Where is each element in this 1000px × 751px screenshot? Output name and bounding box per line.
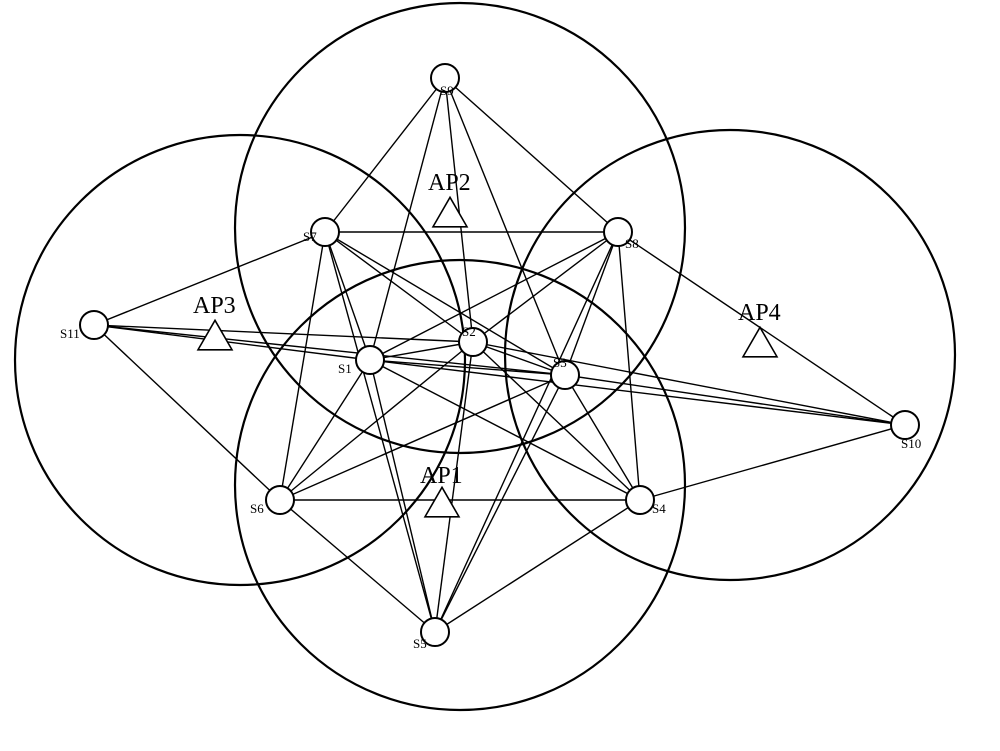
node-s10	[891, 411, 919, 439]
node-label-s5: S5	[413, 636, 427, 651]
node-label-s11: S11	[60, 326, 80, 341]
ap-label-ap4: AP4	[738, 300, 781, 326]
node-label-s2: S2	[462, 324, 476, 339]
node-s11	[80, 311, 108, 339]
node-label-s1: S1	[338, 361, 352, 376]
node-label-s3: S3	[553, 355, 567, 370]
network-diagram: AP1 AP2 AP3 AP4 S1 S2 S3 S4 S5 S6 S7 S8 S9 S10 S11	[0, 0, 1000, 751]
ap-label-ap3: AP3	[193, 293, 236, 319]
node-label-s9: S9	[440, 83, 454, 98]
node-s4	[626, 486, 654, 514]
ap-label-ap2: AP2	[428, 170, 471, 196]
node-label-s8: S8	[625, 236, 639, 251]
ap-label-ap1: AP1	[420, 463, 463, 489]
node-label-s4: S4	[652, 501, 666, 516]
node-label-s7: S7	[303, 229, 317, 244]
node-label-s6: S6	[250, 501, 264, 516]
node-s6	[266, 486, 294, 514]
node-label-s10: S10	[901, 436, 921, 451]
node-s1	[356, 346, 384, 374]
